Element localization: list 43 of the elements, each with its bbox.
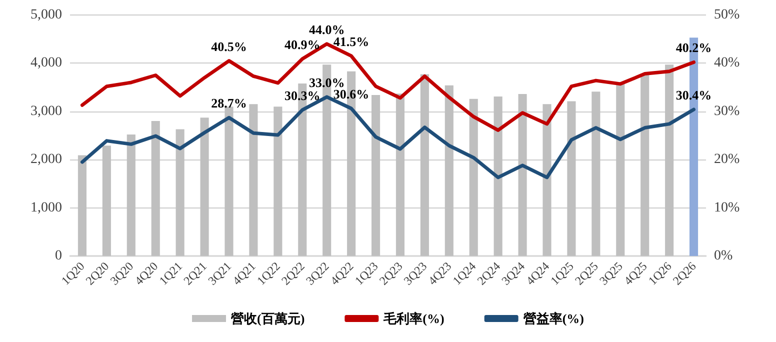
bar bbox=[176, 129, 184, 256]
bar bbox=[494, 96, 502, 256]
bar bbox=[518, 94, 527, 256]
bar bbox=[542, 104, 552, 256]
bar bbox=[665, 64, 674, 256]
data-label: 30.4% bbox=[676, 87, 712, 102]
y-tick-label: 3,000 bbox=[30, 104, 62, 119]
bar bbox=[567, 101, 576, 256]
y2-tick-label: 40% bbox=[714, 56, 740, 71]
data-label: 28.7% bbox=[211, 96, 247, 111]
data-label: 30.3% bbox=[284, 88, 320, 103]
bar bbox=[102, 146, 111, 256]
y2-tick-label: 30% bbox=[714, 104, 740, 119]
bar bbox=[420, 74, 429, 256]
y-tick-label: 1,000 bbox=[30, 200, 62, 216]
bar bbox=[78, 155, 87, 256]
bar bbox=[616, 83, 625, 256]
y-tick-label: 0 bbox=[55, 248, 62, 264]
y2-tick-label: 10% bbox=[714, 200, 740, 216]
bar bbox=[592, 92, 600, 256]
data-label: 40.2% bbox=[676, 40, 712, 56]
bar bbox=[444, 85, 454, 256]
y-tick-label: 4,000 bbox=[30, 56, 62, 71]
legend-label: 毛利率(%) bbox=[382, 311, 444, 326]
y2-tick-label: 20% bbox=[714, 152, 740, 168]
bar bbox=[224, 106, 234, 256]
y-tick-label: 5,000 bbox=[30, 8, 62, 22]
bar bbox=[249, 104, 258, 256]
bar bbox=[151, 121, 160, 256]
legend-label: 營收(百萬元) bbox=[231, 311, 305, 326]
bar bbox=[371, 95, 380, 256]
bar bbox=[200, 118, 209, 256]
y2-tick-label: 50% bbox=[714, 8, 740, 22]
bar bbox=[126, 134, 136, 256]
y-tick-label: 2,000 bbox=[30, 152, 62, 168]
bar bbox=[396, 94, 405, 256]
bar bbox=[469, 98, 478, 256]
y2-tick-label: 0% bbox=[714, 248, 733, 264]
legend-label: 營益率(%) bbox=[523, 311, 584, 326]
data-label: 40.5% bbox=[211, 38, 247, 54]
bar bbox=[274, 106, 282, 256]
data-label: 40.9% bbox=[284, 36, 320, 52]
bar bbox=[640, 74, 650, 256]
